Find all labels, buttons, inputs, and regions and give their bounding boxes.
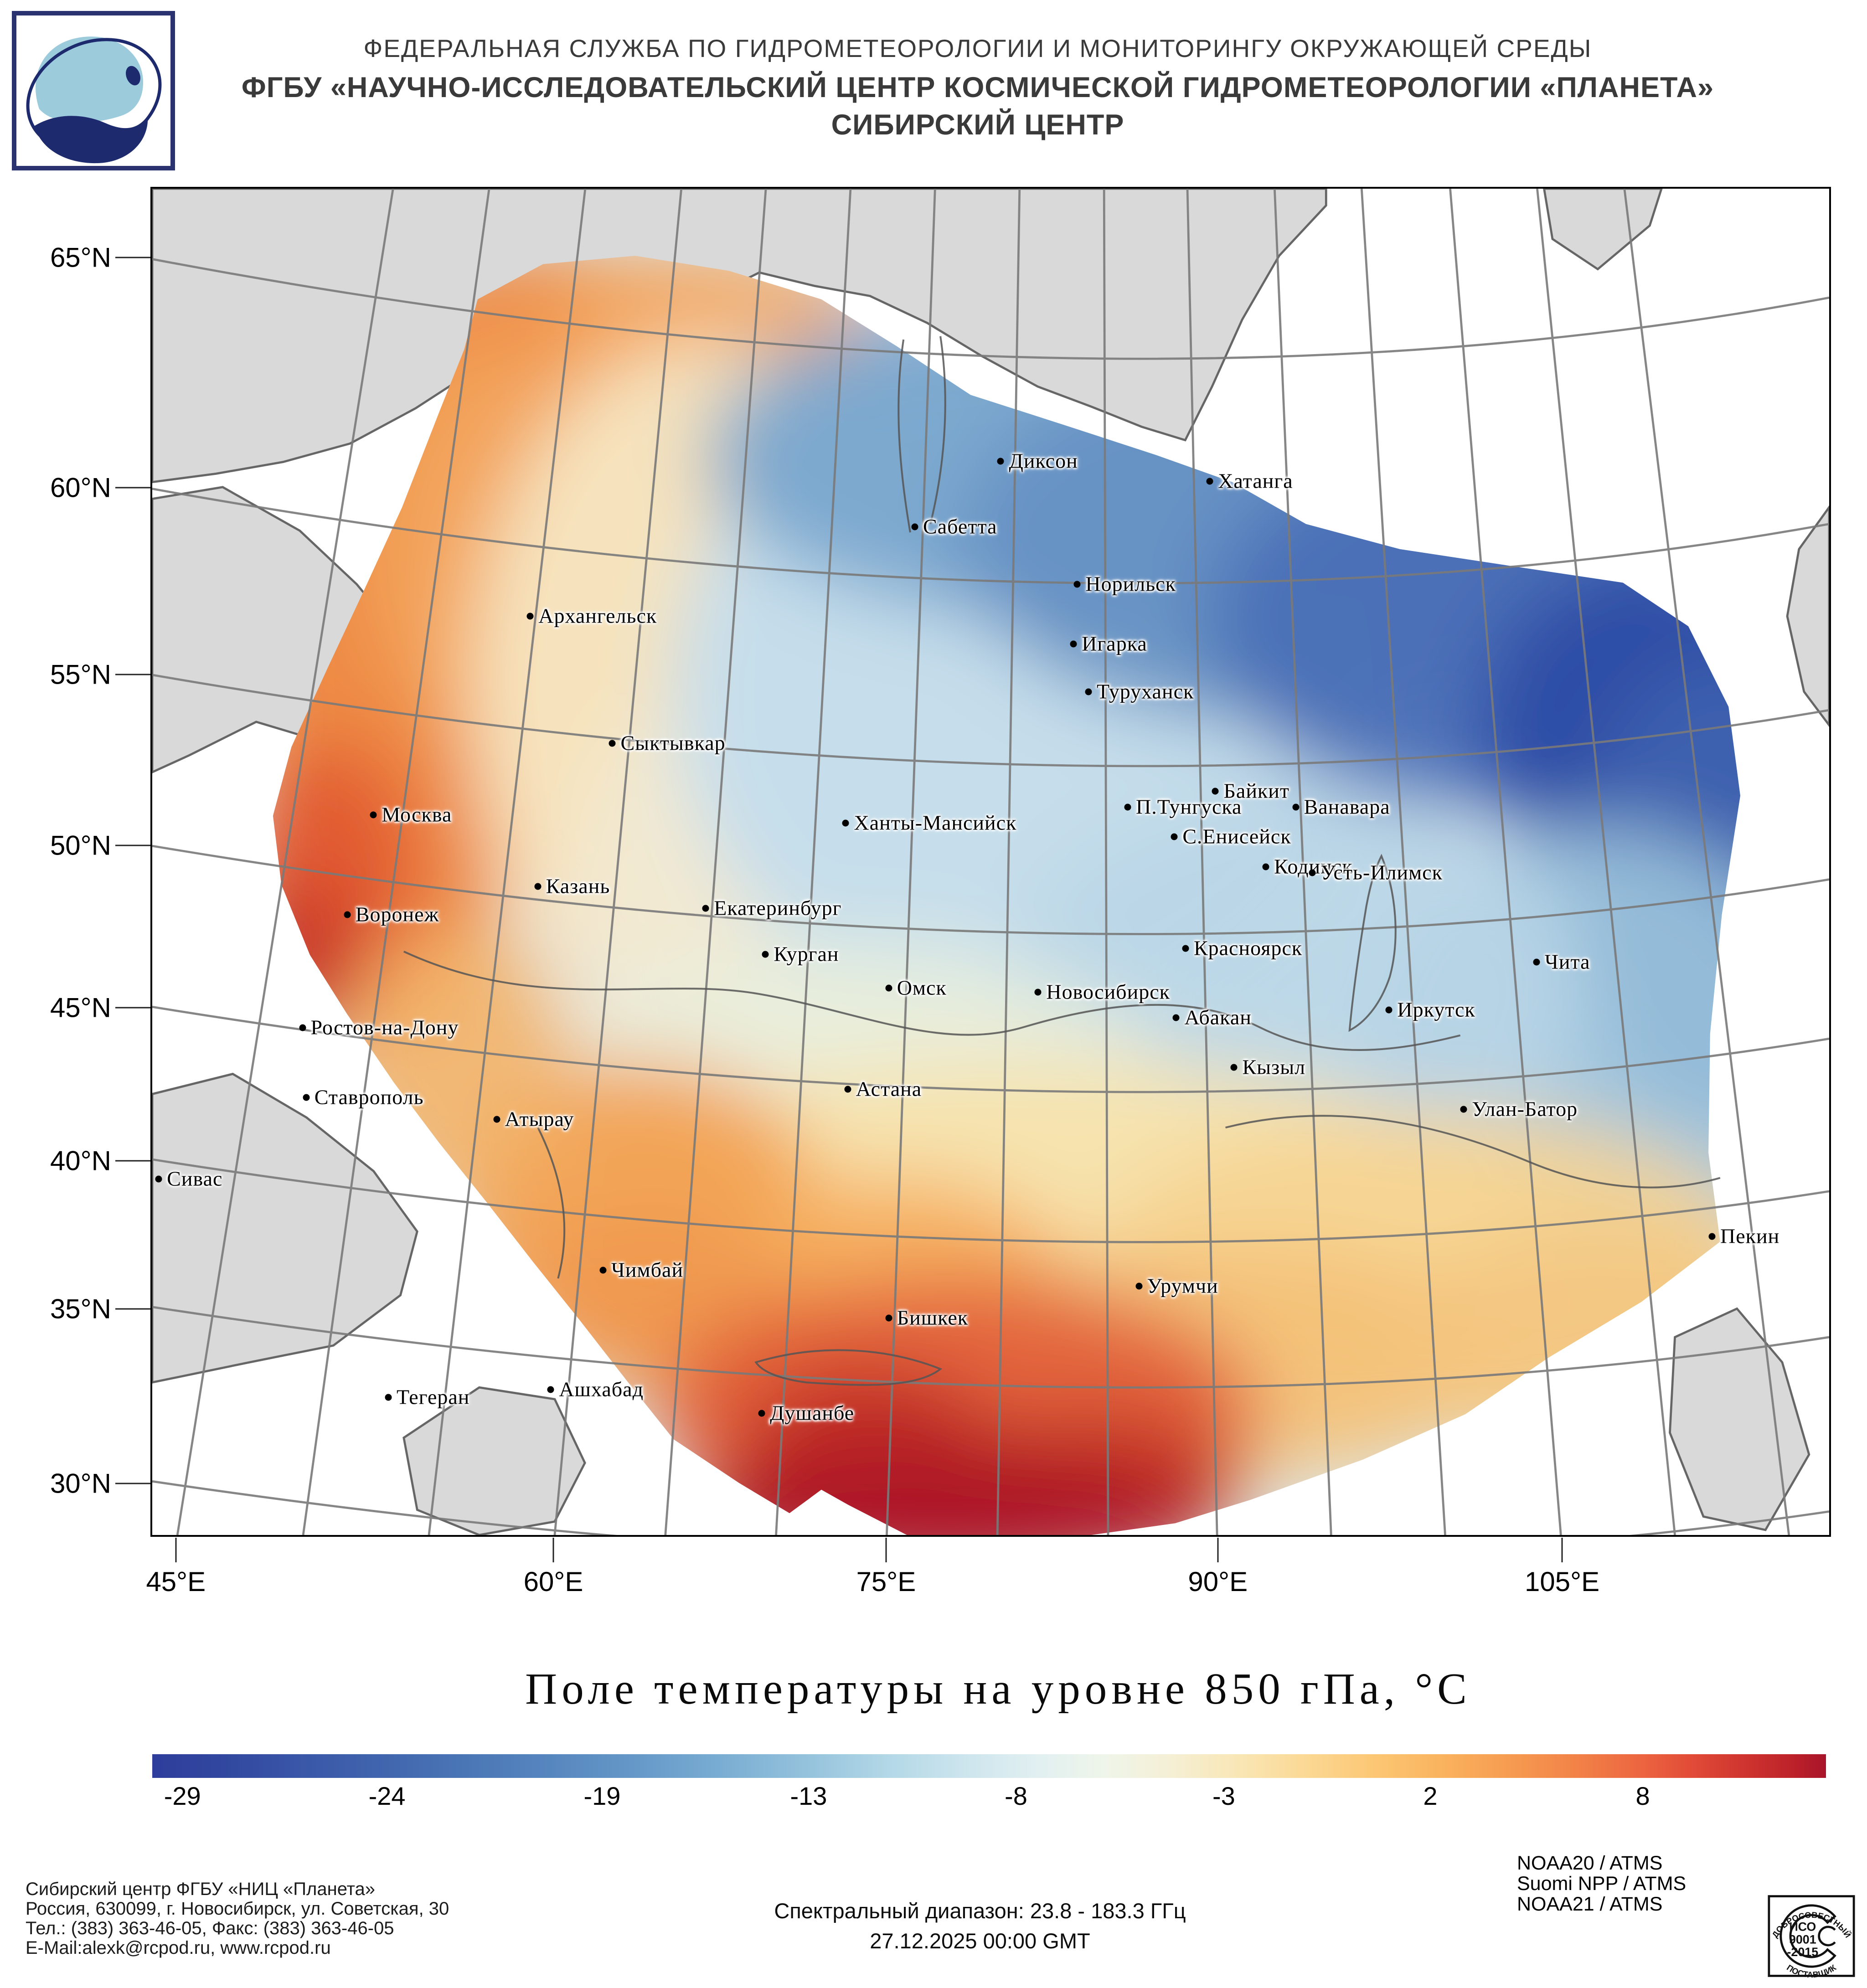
border-lines [403, 336, 1721, 1386]
lat-label: 55°N [50, 659, 111, 690]
badge-9001-text: 9001 [1789, 1932, 1816, 1946]
map-frame [150, 187, 1831, 1537]
lon-tick-line [552, 1538, 554, 1562]
lat-tick-line [115, 1007, 150, 1009]
lat-tick-line [115, 1308, 150, 1310]
temperature-colorbar [152, 1754, 1826, 1778]
badge-2015-text: -2015 [1787, 1945, 1818, 1959]
lat-tick-line [115, 1483, 150, 1484]
lon-label: 60°E [523, 1566, 583, 1597]
lat-tick-line [115, 845, 150, 846]
lon-label: 45°E [146, 1566, 206, 1597]
lat-label: 50°N [50, 830, 111, 861]
colorbar-value-label: -3 [1212, 1782, 1235, 1810]
colorbar-value-label: 8 [1635, 1782, 1650, 1810]
lon-tick-line [885, 1538, 887, 1562]
contact-line: Сибирский центр ФГБУ «НИЦ «Планета» [26, 1879, 375, 1899]
map-canvas [152, 189, 1829, 1535]
lon-label: 75°E [856, 1566, 916, 1597]
satellite-line: NOAA20 / ATMS [1517, 1852, 1663, 1874]
colorbar-value-label: -24 [368, 1782, 406, 1810]
badge-iso-text: ИСО [1789, 1920, 1816, 1933]
land-masses [152, 189, 1829, 1535]
contact-line: E-Mail:alexk@rcpod.ru, www.rcpod.ru [26, 1938, 331, 1958]
lon-label: 90°E [1188, 1566, 1248, 1597]
iso-9001-badge: ДОБРОСОВЕСТНЫЙ ПОСТАВЩИК ИСО 9001 -2015 [1768, 1894, 1855, 1979]
lat-label: 45°N [50, 992, 111, 1023]
colorbar-value-label: -19 [583, 1782, 621, 1810]
header-org-line: ФЕДЕРАЛЬНАЯ СЛУЖБА ПО ГИДРОМЕТЕОРОЛОГИИ … [363, 34, 1592, 62]
planeta-logo-icon [12, 11, 175, 170]
lat-label: 40°N [50, 1145, 111, 1176]
lon-tick-line [1217, 1538, 1219, 1562]
header-institute-line: ФГБУ «НАУЧНО-ИССЛЕДОВАТЕЛЬСКИЙ ЦЕНТР КОС… [241, 72, 1714, 103]
colorbar-value-label: 2 [1423, 1782, 1438, 1810]
contact-line: Тел.: (383) 363-46-05, Факс: (383) 363-4… [26, 1918, 394, 1938]
satellite-line: Suomi NPP / ATMS [1517, 1873, 1686, 1895]
satellite-list: NOAA20 / ATMS Suomi NPP / ATMS NOAA21 / AT… [1517, 1853, 1686, 1915]
acquisition-datetime: 27.12.2025 00:00 GMT [870, 1929, 1090, 1953]
contact-info-block: Сибирский центр ФГБУ «НИЦ «Планета» Росси… [26, 1880, 449, 1958]
colorbar-value-label: -13 [790, 1782, 827, 1810]
map-title: Поле температуры на уровне 850 гПа, °C [525, 1664, 1471, 1713]
lat-label: 30°N [50, 1468, 111, 1499]
colorbar-value-label: -8 [1005, 1782, 1027, 1810]
lat-label: 65°N [50, 242, 111, 273]
contact-line: Россия, 630099, г. Новосибирск, ул. Сове… [26, 1899, 449, 1919]
lat-tick-line [115, 257, 150, 258]
lat-label: 60°N [50, 472, 111, 503]
spectral-range: Спектральный диапазон: 23.8 - 183.3 ГГц [774, 1899, 1186, 1923]
lat-tick-line [115, 674, 150, 675]
graticule [152, 189, 1829, 1535]
lon-label: 105°E [1525, 1566, 1600, 1597]
lon-tick-line [1561, 1538, 1563, 1562]
planeta-logo [12, 11, 175, 170]
header-center-line: СИБИРСКИЙ ЦЕНТР [831, 109, 1124, 141]
lon-tick-line [175, 1538, 177, 1562]
lat-tick-line [115, 487, 150, 489]
lat-label: 35°N [50, 1293, 111, 1324]
acquisition-info-block: Спектральный диапазон: 23.8 - 183.3 ГГц … [774, 1896, 1186, 1956]
satellite-line: NOAA21 / ATMS [1517, 1893, 1663, 1915]
iso-badge-icon: ДОБРОСОВЕСТНЫЙ ПОСТАВЩИК ИСО 9001 -2015 [1768, 1895, 1855, 1979]
lat-tick-line [115, 1160, 150, 1162]
colorbar-value-label: -29 [164, 1782, 201, 1810]
